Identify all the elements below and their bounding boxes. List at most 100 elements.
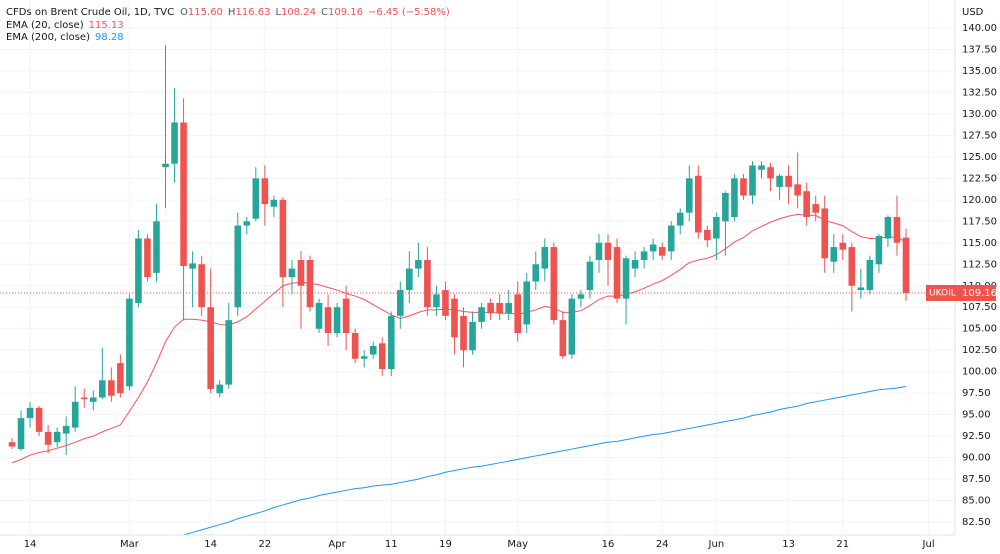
- candle-body: [144, 238, 151, 278]
- candle-body: [451, 298, 458, 338]
- legend-name: EMA (200, close): [6, 32, 90, 43]
- price-badge: [956, 284, 996, 301]
- x-tick-label: Jun: [708, 539, 725, 550]
- candle-body: [731, 178, 738, 218]
- x-tick-label: May: [507, 539, 528, 550]
- candle-body: [279, 199, 287, 278]
- candle-body: [776, 175, 783, 187]
- candle-body: [433, 294, 440, 308]
- candle-body: [803, 191, 810, 218]
- candle-body: [622, 258, 630, 299]
- candle-body: [270, 199, 278, 207]
- candle-body: [785, 175, 792, 187]
- candle-body: [397, 290, 404, 316]
- candle-body: [613, 247, 621, 299]
- y-tick-label: 115.00: [962, 238, 997, 249]
- y-tick-label: 140.00: [962, 23, 997, 34]
- x-tick-label: Jul: [922, 539, 935, 550]
- candle-body: [496, 302, 503, 314]
- ohlc-key: H: [228, 7, 236, 18]
- candle-body: [577, 294, 585, 299]
- x-tick-label: 22: [258, 539, 271, 550]
- candle-body: [108, 380, 115, 396]
- candle-body: [695, 175, 702, 233]
- candle-body: [821, 208, 829, 259]
- y-tick-label: 82.50: [962, 517, 991, 528]
- candle-body: [117, 363, 124, 394]
- ema-line: [183, 385, 907, 535]
- candle-body: [758, 165, 765, 170]
- candle-body: [369, 345, 377, 355]
- candle-body: [893, 217, 901, 243]
- candle-body: [767, 167, 774, 179]
- candle-body: [604, 242, 612, 260]
- candle-body: [532, 264, 540, 282]
- candle-body: [830, 247, 838, 262]
- candle-body: [288, 268, 296, 278]
- ohlc-key: L: [275, 7, 281, 18]
- grid: [0, 0, 955, 535]
- plot-area: [0, 45, 955, 535]
- candle-body: [234, 225, 242, 308]
- candle-body: [71, 401, 79, 428]
- badge-symbol: UKOIL: [929, 288, 956, 298]
- candle-body: [794, 184, 801, 196]
- y-tick-label: 135.00: [962, 66, 997, 77]
- candle-body: [667, 225, 675, 252]
- candle-body: [415, 259, 422, 269]
- x-tick-label: 14: [204, 539, 217, 550]
- candle-body: [315, 302, 323, 329]
- candle-body: [568, 298, 576, 355]
- y-tick-label: 130.00: [962, 109, 997, 120]
- candle-body: [658, 247, 666, 256]
- candle-body: [252, 178, 260, 219]
- ohlc-value: 109.16: [328, 7, 363, 18]
- candle-body: [342, 298, 350, 334]
- axis-unit: USD: [962, 7, 984, 18]
- candle-body: [351, 333, 359, 359]
- candle-body: [162, 163, 169, 168]
- candle-body: [749, 165, 756, 196]
- badge-value: 109.16: [962, 288, 997, 299]
- candle-body: [171, 122, 178, 164]
- ohlc-value: −6.45 (−5.58%): [368, 7, 450, 18]
- candle-body: [586, 261, 594, 291]
- candle-body: [216, 384, 223, 394]
- ohlc-value: 115.60: [188, 7, 223, 18]
- candle-body: [857, 287, 865, 291]
- candle-body: [225, 320, 233, 385]
- price-badge: [926, 284, 956, 301]
- y-tick-label: 87.50: [962, 474, 991, 485]
- x-tick-label: Mar: [120, 539, 140, 550]
- y-tick-label: 100.00: [962, 367, 997, 378]
- candle-body: [89, 397, 97, 402]
- candle-body: [26, 407, 34, 419]
- candle-body: [884, 217, 892, 239]
- candle-body: [198, 264, 205, 308]
- y-tick-label: 122.50: [962, 173, 997, 184]
- x-tick-label: 16: [602, 539, 615, 550]
- y-tick-label: 95.00: [962, 410, 991, 421]
- legend-name: EMA (20, close): [6, 20, 84, 31]
- y-tick-label: 105.00: [962, 324, 997, 335]
- candle-body: [550, 247, 558, 321]
- candle-body: [685, 178, 693, 213]
- candle-body: [99, 380, 106, 398]
- candle-body: [261, 178, 269, 205]
- y-tick-label: 97.50: [962, 388, 991, 399]
- candle-body: [902, 237, 910, 293]
- candle-body: [424, 259, 431, 308]
- candle-body: [848, 247, 856, 286]
- ohlc-value: 108.24: [281, 7, 316, 18]
- candle-body: [866, 259, 874, 291]
- candle-body: [460, 315, 467, 351]
- candle-body: [180, 122, 187, 266]
- candle-body: [80, 397, 88, 400]
- y-tick-label: 120.00: [962, 195, 997, 206]
- candle-body: [324, 307, 332, 334]
- candle-body: [523, 281, 531, 325]
- y-tick-label: 117.50: [962, 216, 997, 227]
- candle-body: [387, 315, 395, 370]
- candle-body: [559, 320, 567, 357]
